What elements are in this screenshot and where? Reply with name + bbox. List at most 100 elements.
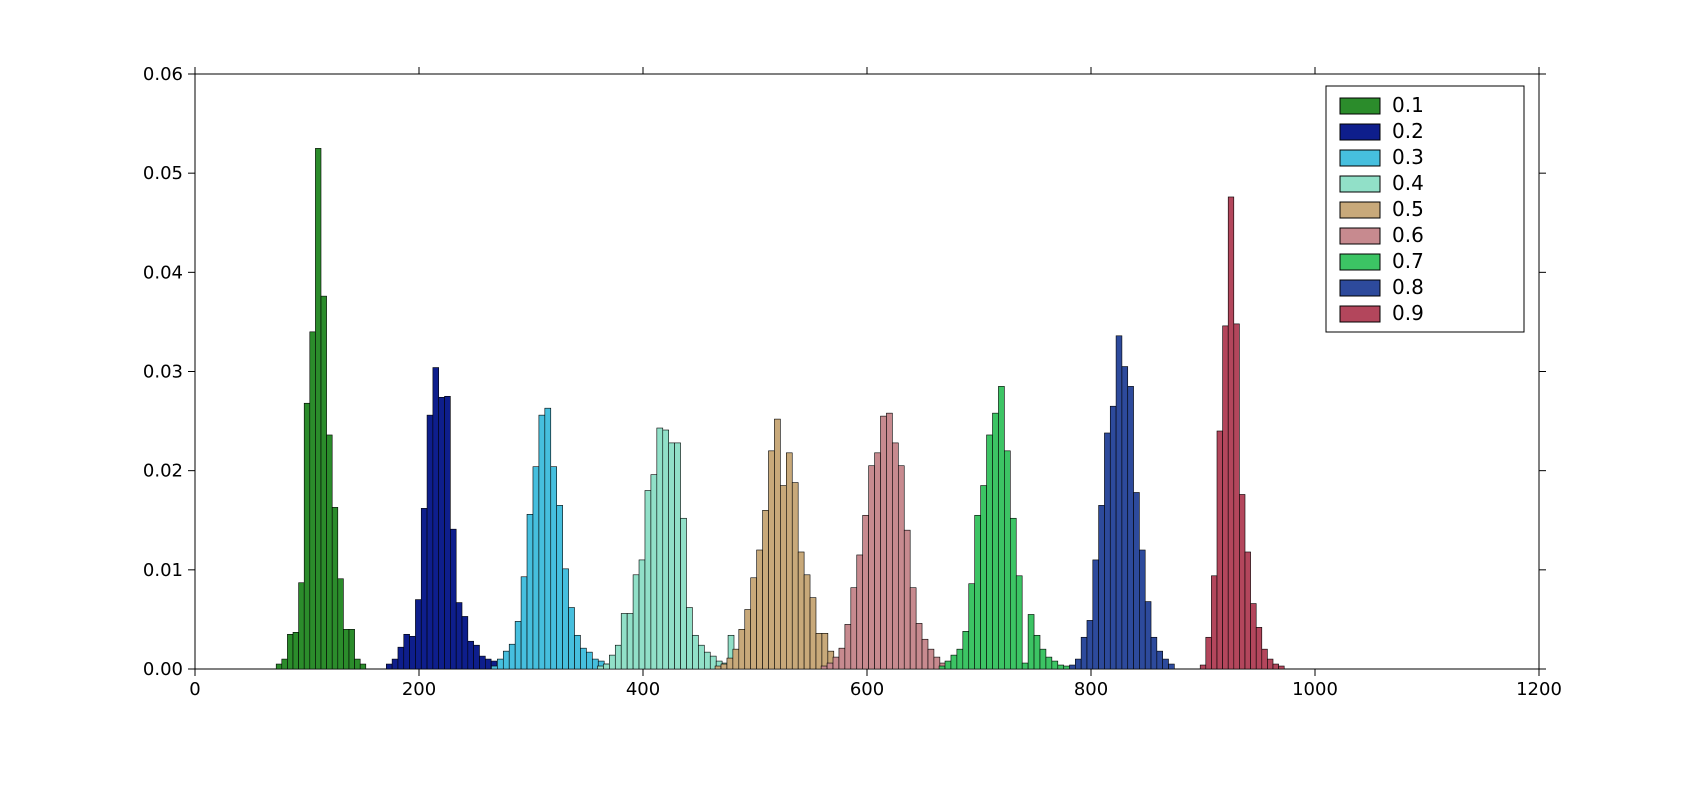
hist-bar-series-3 [692,635,698,669]
x-tick-label: 1000 [1292,679,1338,700]
hist-bar-series-7 [1151,637,1157,669]
hist-bar-series-6 [939,666,945,669]
hist-bar-series-0 [327,435,333,669]
x-tick-label: 0 [189,679,200,700]
hist-bar-series-2 [533,467,539,669]
hist-bar-series-3 [651,475,657,669]
x-tick-label: 200 [402,679,436,700]
y-tick-label: 0.01 [143,560,183,581]
hist-bar-series-5 [880,416,886,669]
hist-bar-series-1 [410,636,416,669]
legend-swatch [1340,254,1380,270]
hist-bar-series-4 [774,419,780,669]
hist-bar-series-6 [1010,518,1016,669]
hist-bar-series-6 [1004,451,1010,669]
hist-bar-series-8 [1217,431,1223,669]
hist-bar-series-8 [1262,649,1268,669]
hist-bar-series-2 [497,659,503,669]
hist-bar-series-6 [1058,665,1064,669]
hist-bar-series-1 [404,634,410,669]
hist-bar-series-4 [792,483,798,669]
hist-bar-series-1 [421,508,427,669]
legend-swatch [1340,202,1380,218]
hist-bar-series-7 [1139,550,1145,669]
hist-bar-series-8 [1234,324,1240,669]
hist-bar-series-8 [1239,494,1245,669]
hist-bar-series-5 [863,515,869,669]
hist-bar-series-7 [1075,659,1081,669]
hist-bar-series-0 [360,664,366,669]
hist-bar-series-8 [1223,326,1229,669]
hist-bar-series-6 [1034,635,1040,669]
hist-bar-series-4 [715,666,721,669]
y-tick-label: 0.05 [143,163,183,184]
hist-bar-series-7 [1116,336,1122,669]
hist-bar-series-6 [987,435,993,669]
hist-bar-series-0 [299,583,305,669]
hist-bar-series-4 [816,633,822,669]
hist-bar-series-4 [751,578,757,669]
hist-bar-series-1 [445,396,451,669]
hist-bar-series-3 [657,428,663,669]
hist-bar-series-4 [768,451,774,669]
hist-bar-series-7 [1157,651,1163,669]
hist-bar-series-7 [1104,433,1110,669]
hist-bar-series-2 [503,651,509,669]
hist-bar-series-8 [1245,552,1251,669]
hist-bar-series-3 [627,613,633,669]
hist-bar-series-6 [1046,657,1052,669]
hist-bar-series-3 [698,645,704,669]
legend-label: 0.7 [1392,249,1424,273]
hist-bar-series-6 [1052,661,1058,669]
hist-bar-series-6 [1022,663,1028,669]
hist-bar-series-5 [910,588,916,669]
hist-bar-series-5 [821,666,827,669]
hist-bar-series-4 [798,552,804,669]
hist-bar-series-2 [586,652,592,669]
hist-bar-series-4 [804,575,810,669]
hist-bar-series-0 [343,629,349,669]
hist-bar-series-2 [527,514,533,669]
hist-bar-series-0 [310,332,316,669]
hist-bar-series-6 [969,584,975,669]
hist-bar-series-3 [621,613,627,669]
hist-bar-series-4 [733,649,739,669]
legend-swatch [1340,98,1380,114]
hist-bar-series-3 [704,652,710,669]
hist-bar-series-4 [763,510,769,669]
hist-bar-series-0 [282,659,288,669]
legend-swatch [1340,228,1380,244]
hist-bar-series-1 [439,397,445,669]
hist-bar-series-2 [575,635,581,669]
hist-bar-series-8 [1267,659,1273,669]
hist-bar-series-7 [1128,386,1134,669]
hist-bar-series-3 [603,664,609,669]
hist-bar-series-1 [386,664,392,669]
hist-bar-series-4 [810,598,816,669]
y-tick-label: 0.00 [143,659,183,680]
hist-bar-series-2 [515,621,521,669]
hist-bar-series-5 [827,663,833,669]
legend-label: 0.6 [1392,223,1424,247]
legend-label: 0.4 [1392,171,1424,195]
legend-swatch [1340,124,1380,140]
hist-bar-series-2 [569,608,575,669]
hist-bar-series-4 [721,664,727,669]
hist-bar-series-2 [580,648,586,669]
hist-bar-series-5 [916,623,922,669]
hist-bar-series-7 [1169,664,1175,669]
legend-swatch [1340,280,1380,296]
hist-bar-series-0 [355,659,361,669]
hist-bar-series-4 [780,486,786,669]
hist-bar-series-5 [851,588,857,669]
hist-bar-series-5 [892,443,898,669]
hist-bar-series-6 [1064,666,1070,669]
hist-bar-series-6 [981,486,987,669]
hist-bar-series-3 [639,560,645,669]
hist-bar-series-8 [1256,627,1262,669]
hist-bar-series-2 [557,505,563,669]
hist-bar-series-7 [1134,492,1140,669]
hist-bar-series-8 [1273,664,1279,669]
hist-bar-series-6 [951,655,957,669]
hist-bar-series-0 [276,664,282,669]
